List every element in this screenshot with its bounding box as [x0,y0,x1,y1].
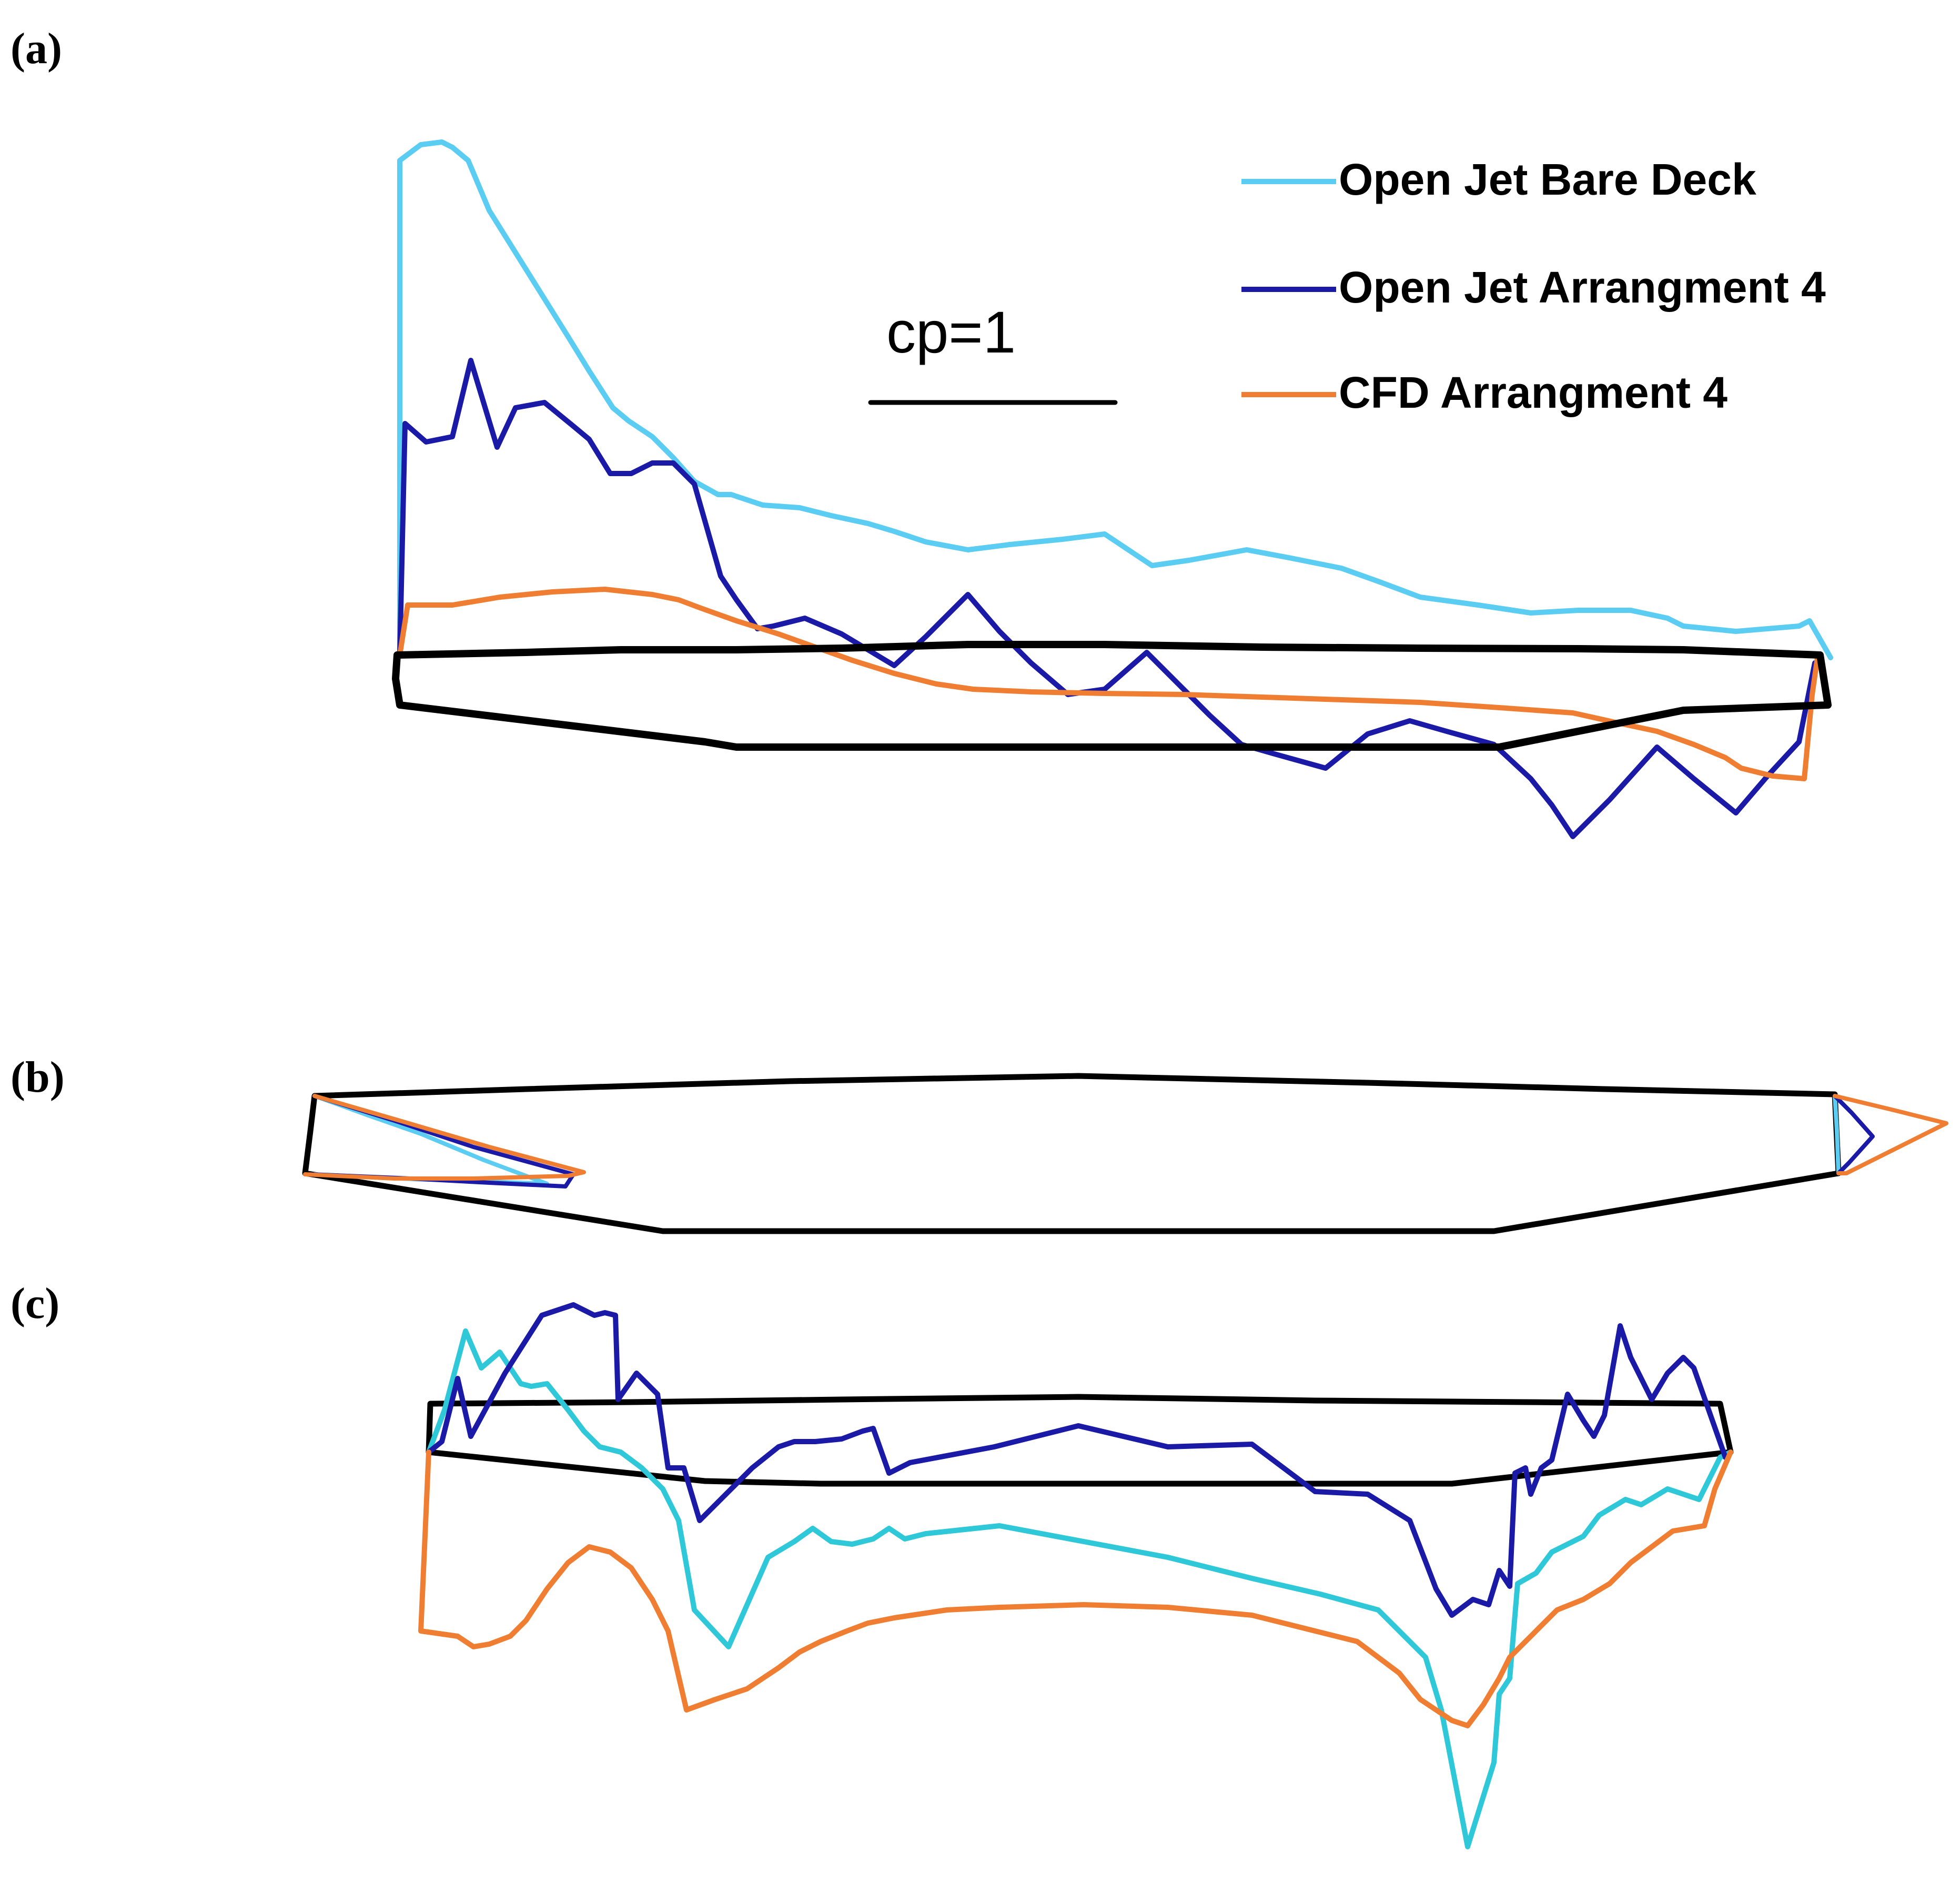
panel-b-deck-outline [302,1073,1842,1234]
legend-item-open-jet-arrangment-4: Open Jet Arrangment 4 [1241,263,1826,312]
panel-c-deck-outline [426,1394,1734,1487]
panel-b-series-open-jet-bare-deck-left [312,1094,549,1186]
panel-label-a: (a) [11,24,62,73]
panel-label-c: (c) [11,1279,59,1328]
panel-a-deck-outline [392,641,1832,751]
panel-b-series-cfd-arrangment-4-left [303,1094,586,1181]
panel-c [418,1302,1734,1849]
panel-c-series-open-jet-arrangment-4 [426,1302,1728,1618]
panel-b [302,1073,1948,1234]
legend-label-cfd-arrangment-4: CFD Arrangment 4 [1339,368,1727,417]
legend-item-cfd-arrangment-4: CFD Arrangment 4 [1241,368,1727,417]
legend: Open Jet Bare Deck Open Jet Arrangment 4… [1241,155,1826,417]
panel-a-series-open-jet-arrangment-4 [397,358,1817,839]
legend-label-open-jet-bare-deck: Open Jet Bare Deck [1339,155,1756,204]
panel-a-series-open-jet-bare-deck [397,139,1833,660]
scale-bar-label: cp=1 [886,299,1016,365]
panel-b-series-open-jet-bare-deck-right [1833,1094,1841,1175]
legend-label-open-jet-arrangment-4: Open Jet Arrangment 4 [1339,263,1826,312]
panel-a-series-cfd-arrangment-4 [397,587,1820,781]
panel-b-series-cfd-arrangment-4-right [1833,1094,1948,1175]
panel-b-series-open-jet-arrangment-4-right [1833,1094,1875,1175]
legend-item-open-jet-bare-deck: Open Jet Bare Deck [1241,155,1756,204]
panel-c-series-open-jet-bare-deck [426,1328,1733,1849]
panel-a: cp=1 [392,139,1833,839]
panel-label-b: (b) [11,1053,65,1102]
panel-c-series-cfd-arrangment-4 [418,1449,1733,1728]
